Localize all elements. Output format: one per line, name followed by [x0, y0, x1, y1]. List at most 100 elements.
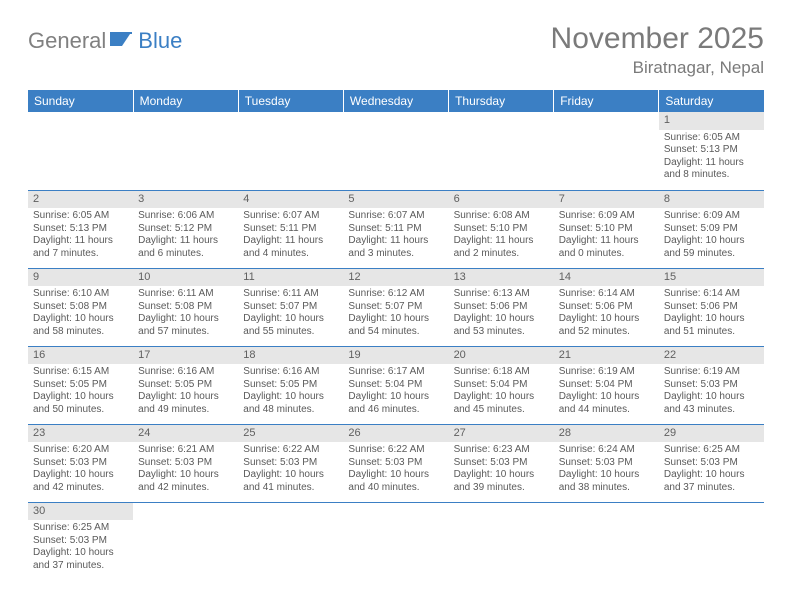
- calendar-cell: 8Sunrise: 6:09 AMSunset: 5:09 PMDaylight…: [659, 190, 764, 268]
- calendar-cell: 5Sunrise: 6:07 AMSunset: 5:11 PMDaylight…: [343, 190, 448, 268]
- calendar-cell: 4Sunrise: 6:07 AMSunset: 5:11 PMDaylight…: [238, 190, 343, 268]
- calendar-cell: 25Sunrise: 6:22 AMSunset: 5:03 PMDayligh…: [238, 424, 343, 502]
- day-body: Sunrise: 6:17 AMSunset: 5:04 PMDaylight:…: [343, 364, 448, 420]
- day-number: 28: [554, 425, 659, 443]
- month-title: November 2025: [551, 22, 764, 56]
- day-number: 16: [28, 347, 133, 365]
- calendar-cell: [449, 502, 554, 580]
- day-number: 27: [449, 425, 554, 443]
- calendar-cell: [554, 502, 659, 580]
- calendar-cell: 7Sunrise: 6:09 AMSunset: 5:10 PMDaylight…: [554, 190, 659, 268]
- day-number: 23: [28, 425, 133, 443]
- calendar-cell: 12Sunrise: 6:12 AMSunset: 5:07 PMDayligh…: [343, 268, 448, 346]
- day-body: Sunrise: 6:21 AMSunset: 5:03 PMDaylight:…: [133, 442, 238, 498]
- calendar-cell: 19Sunrise: 6:17 AMSunset: 5:04 PMDayligh…: [343, 346, 448, 424]
- calendar-cell: 6Sunrise: 6:08 AMSunset: 5:10 PMDaylight…: [449, 190, 554, 268]
- header: General Blue November 2025 Biratnagar, N…: [28, 22, 764, 78]
- day-body: Sunrise: 6:05 AMSunset: 5:13 PMDaylight:…: [28, 208, 133, 264]
- weekday-header: Thursday: [449, 90, 554, 112]
- calendar-cell: 2Sunrise: 6:05 AMSunset: 5:13 PMDaylight…: [28, 190, 133, 268]
- day-number: 22: [659, 347, 764, 365]
- calendar-cell: 22Sunrise: 6:19 AMSunset: 5:03 PMDayligh…: [659, 346, 764, 424]
- day-number: 15: [659, 269, 764, 287]
- logo-text-a: General: [28, 28, 106, 54]
- day-number: 11: [238, 269, 343, 287]
- day-body: Sunrise: 6:05 AMSunset: 5:13 PMDaylight:…: [659, 130, 764, 186]
- location: Biratnagar, Nepal: [551, 58, 764, 78]
- day-body: Sunrise: 6:22 AMSunset: 5:03 PMDaylight:…: [238, 442, 343, 498]
- day-body: Sunrise: 6:25 AMSunset: 5:03 PMDaylight:…: [28, 520, 133, 576]
- day-body: Sunrise: 6:13 AMSunset: 5:06 PMDaylight:…: [449, 286, 554, 342]
- calendar-cell: [133, 112, 238, 190]
- calendar-cell: 11Sunrise: 6:11 AMSunset: 5:07 PMDayligh…: [238, 268, 343, 346]
- calendar-cell: [659, 502, 764, 580]
- calendar-cell: 30Sunrise: 6:25 AMSunset: 5:03 PMDayligh…: [28, 502, 133, 580]
- calendar-cell: 29Sunrise: 6:25 AMSunset: 5:03 PMDayligh…: [659, 424, 764, 502]
- day-body: Sunrise: 6:19 AMSunset: 5:03 PMDaylight:…: [659, 364, 764, 420]
- logo-text-b: Blue: [138, 28, 182, 54]
- calendar-cell: 3Sunrise: 6:06 AMSunset: 5:12 PMDaylight…: [133, 190, 238, 268]
- day-body: Sunrise: 6:11 AMSunset: 5:07 PMDaylight:…: [238, 286, 343, 342]
- weekday-header: Friday: [554, 90, 659, 112]
- calendar-cell: [343, 502, 448, 580]
- day-body: Sunrise: 6:08 AMSunset: 5:10 PMDaylight:…: [449, 208, 554, 264]
- calendar-cell: 9Sunrise: 6:10 AMSunset: 5:08 PMDaylight…: [28, 268, 133, 346]
- day-body: Sunrise: 6:20 AMSunset: 5:03 PMDaylight:…: [28, 442, 133, 498]
- day-number: 24: [133, 425, 238, 443]
- day-body: Sunrise: 6:06 AMSunset: 5:12 PMDaylight:…: [133, 208, 238, 264]
- calendar-cell: 13Sunrise: 6:13 AMSunset: 5:06 PMDayligh…: [449, 268, 554, 346]
- day-body: Sunrise: 6:14 AMSunset: 5:06 PMDaylight:…: [659, 286, 764, 342]
- calendar-cell: 21Sunrise: 6:19 AMSunset: 5:04 PMDayligh…: [554, 346, 659, 424]
- calendar-cell: [133, 502, 238, 580]
- day-body: Sunrise: 6:19 AMSunset: 5:04 PMDaylight:…: [554, 364, 659, 420]
- day-number: 30: [28, 503, 133, 521]
- calendar-cell: 17Sunrise: 6:16 AMSunset: 5:05 PMDayligh…: [133, 346, 238, 424]
- calendar-cell: [343, 112, 448, 190]
- day-number: 7: [554, 191, 659, 209]
- weekday-header: Saturday: [659, 90, 764, 112]
- calendar-cell: 20Sunrise: 6:18 AMSunset: 5:04 PMDayligh…: [449, 346, 554, 424]
- day-body: Sunrise: 6:18 AMSunset: 5:04 PMDaylight:…: [449, 364, 554, 420]
- calendar-table: SundayMondayTuesdayWednesdayThursdayFrid…: [28, 90, 764, 580]
- day-number: 9: [28, 269, 133, 287]
- day-body: Sunrise: 6:15 AMSunset: 5:05 PMDaylight:…: [28, 364, 133, 420]
- day-number: 14: [554, 269, 659, 287]
- day-number: 19: [343, 347, 448, 365]
- calendar-cell: 1Sunrise: 6:05 AMSunset: 5:13 PMDaylight…: [659, 112, 764, 190]
- day-body: Sunrise: 6:07 AMSunset: 5:11 PMDaylight:…: [343, 208, 448, 264]
- day-number: 21: [554, 347, 659, 365]
- day-body: Sunrise: 6:09 AMSunset: 5:10 PMDaylight:…: [554, 208, 659, 264]
- calendar-cell: 27Sunrise: 6:23 AMSunset: 5:03 PMDayligh…: [449, 424, 554, 502]
- weekday-header: Wednesday: [343, 90, 448, 112]
- day-number: 4: [238, 191, 343, 209]
- day-body: Sunrise: 6:16 AMSunset: 5:05 PMDaylight:…: [133, 364, 238, 420]
- day-body: Sunrise: 6:24 AMSunset: 5:03 PMDaylight:…: [554, 442, 659, 498]
- day-number: 5: [343, 191, 448, 209]
- day-body: Sunrise: 6:11 AMSunset: 5:08 PMDaylight:…: [133, 286, 238, 342]
- day-number: 13: [449, 269, 554, 287]
- calendar-cell: 16Sunrise: 6:15 AMSunset: 5:05 PMDayligh…: [28, 346, 133, 424]
- day-number: 2: [28, 191, 133, 209]
- day-number: 1: [659, 112, 764, 130]
- day-number: 10: [133, 269, 238, 287]
- calendar-cell: [449, 112, 554, 190]
- calendar-cell: 15Sunrise: 6:14 AMSunset: 5:06 PMDayligh…: [659, 268, 764, 346]
- calendar-cell: 26Sunrise: 6:22 AMSunset: 5:03 PMDayligh…: [343, 424, 448, 502]
- day-body: Sunrise: 6:22 AMSunset: 5:03 PMDaylight:…: [343, 442, 448, 498]
- calendar-cell: 28Sunrise: 6:24 AMSunset: 5:03 PMDayligh…: [554, 424, 659, 502]
- logo: General Blue: [28, 22, 182, 54]
- day-number: 20: [449, 347, 554, 365]
- day-body: Sunrise: 6:09 AMSunset: 5:09 PMDaylight:…: [659, 208, 764, 264]
- day-number: 3: [133, 191, 238, 209]
- calendar-cell: [238, 502, 343, 580]
- day-number: 29: [659, 425, 764, 443]
- day-body: Sunrise: 6:25 AMSunset: 5:03 PMDaylight:…: [659, 442, 764, 498]
- day-body: Sunrise: 6:12 AMSunset: 5:07 PMDaylight:…: [343, 286, 448, 342]
- day-number: 25: [238, 425, 343, 443]
- calendar-cell: 10Sunrise: 6:11 AMSunset: 5:08 PMDayligh…: [133, 268, 238, 346]
- calendar-cell: 18Sunrise: 6:16 AMSunset: 5:05 PMDayligh…: [238, 346, 343, 424]
- calendar-cell: [238, 112, 343, 190]
- calendar-cell: 24Sunrise: 6:21 AMSunset: 5:03 PMDayligh…: [133, 424, 238, 502]
- weekday-header: Monday: [133, 90, 238, 112]
- day-number: 12: [343, 269, 448, 287]
